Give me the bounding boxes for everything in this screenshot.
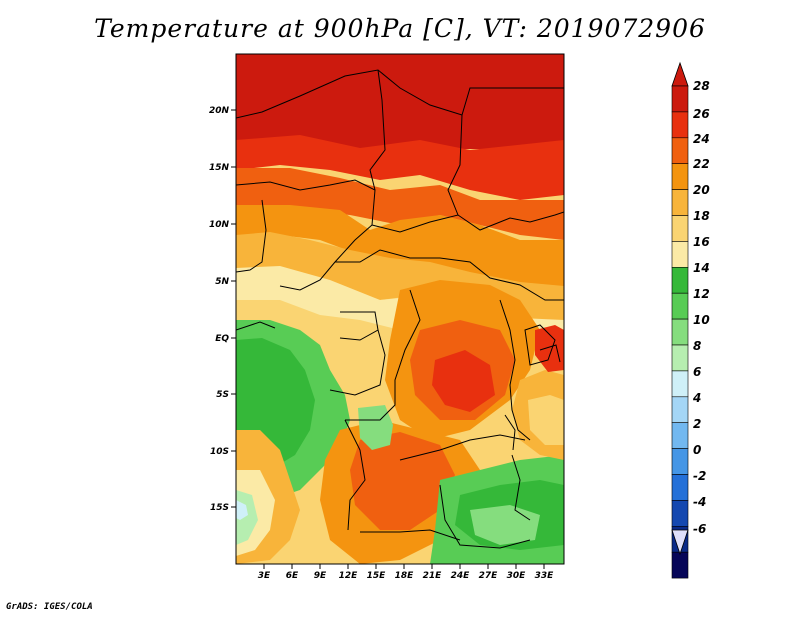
colorbar-label: 14 [693, 261, 710, 275]
lat-label: 20N [209, 106, 230, 116]
colorbar-segment [671, 266, 689, 294]
lat-label: 15N [209, 163, 230, 173]
lon-label: 18E [395, 571, 415, 581]
colorbar-label: 24 [693, 132, 710, 146]
lon-ticks [263, 564, 545, 569]
lon-label: 30E [507, 571, 527, 581]
colorbar-segment [671, 422, 689, 449]
colorbar-segment [671, 500, 689, 527]
colorbar-label: 12 [693, 287, 710, 301]
colorbar-label: -4 [693, 495, 706, 509]
colorbar-label: 8 [693, 339, 701, 353]
lon-label: 27E [479, 571, 499, 581]
colorbar-segment [671, 189, 689, 216]
temperature-field [236, 54, 564, 564]
colorbar-segment [671, 344, 689, 372]
colorbar-segment [671, 551, 689, 579]
lon-labels: 3E 6E 9E 12E 15E 18E 21E 24E 27E 30E 33E [258, 571, 554, 581]
colorbar-label: 2 [693, 417, 701, 431]
lat-label: 10N [209, 220, 230, 230]
lon-label: 21E [423, 571, 443, 581]
lat-label: EQ [215, 334, 229, 344]
colorbar-label: -2 [693, 469, 706, 483]
colorbar-max-arrow [671, 61, 689, 87]
lon-label: 6E [286, 571, 299, 581]
lat-labels: 20N 15N 10N 5N EQ 5S 10S 15S [209, 106, 230, 513]
lat-label: 5S [216, 390, 229, 400]
footer-credit: GrADS: IGES/COLA [6, 602, 93, 612]
colorbar-segment [671, 318, 689, 346]
colorbar-label: 18 [693, 209, 710, 223]
colorbar-label: 16 [693, 235, 710, 249]
lat-label: 10S [210, 447, 229, 457]
colorbar-label: 22 [693, 157, 710, 171]
colorbar: 28 26 24 22 20 18 16 14 12 10 8 6 4 2 0 … [671, 61, 710, 579]
colorbar-min-arrow [671, 529, 689, 556]
lon-label: 33E [535, 571, 555, 581]
colorbar-label: 4 [692, 391, 701, 405]
map-title: Temperature at 900hPa [C], VT: 201907290… [94, 14, 706, 43]
colorbar-segment [671, 85, 689, 113]
lat-label: 5N [215, 277, 229, 287]
colorbar-segment [671, 370, 689, 398]
lon-label: 15E [367, 571, 387, 581]
colorbar-label: -6 [693, 522, 706, 536]
colorbar-label: 20 [693, 183, 710, 197]
colorbar-segment [671, 241, 689, 268]
colorbar-label: 28 [693, 79, 710, 93]
colorbar-label: 6 [693, 365, 701, 379]
colorbar-label: 0 [693, 443, 701, 457]
lon-label: 9E [314, 571, 327, 581]
colorbar-label: 26 [693, 107, 710, 121]
colorbar-segment [671, 163, 689, 190]
colorbar-segment [671, 292, 689, 320]
lat-label: 15S [210, 503, 229, 513]
colorbar-segment [671, 448, 689, 475]
lon-label: 3E [258, 571, 271, 581]
colorbar-segments [671, 85, 689, 579]
colorbar-labels: 28 26 24 22 20 18 16 14 12 10 8 6 4 2 0 … [692, 79, 710, 536]
map-frame [235, 53, 565, 565]
colorbar-segment [671, 111, 689, 139]
colorbar-segment [671, 137, 689, 165]
colorbar-segment [671, 396, 689, 423]
lat-ticks [231, 109, 236, 508]
country-borders [236, 69, 564, 549]
colorbar-segment [671, 474, 689, 501]
colorbar-segment [671, 215, 689, 242]
lon-label: 12E [339, 571, 359, 581]
colorbar-label: 10 [693, 313, 710, 327]
lon-label: 24E [451, 571, 471, 581]
